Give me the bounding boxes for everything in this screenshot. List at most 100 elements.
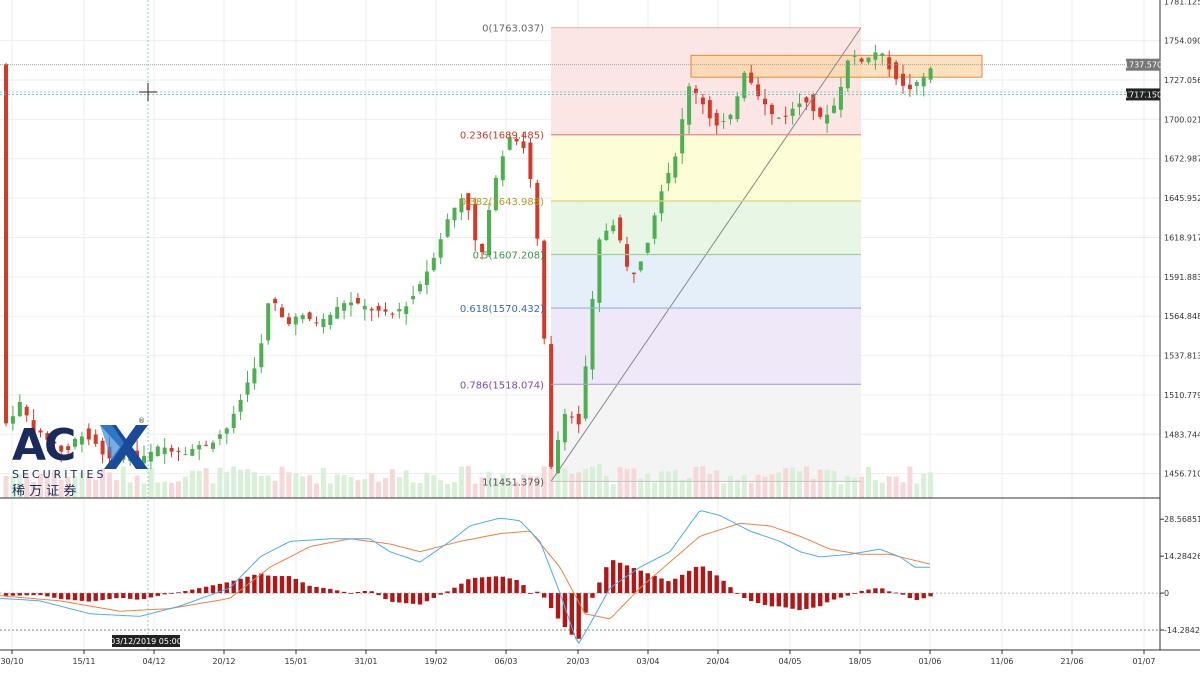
- macd-histogram-bar: [479, 577, 485, 594]
- volume-bar: [486, 471, 492, 498]
- svg-text:®: ®: [138, 417, 145, 425]
- macd-histogram-bar: [72, 593, 78, 601]
- macd-histogram-bar: [900, 593, 906, 595]
- macd-histogram-bar: [59, 593, 64, 599]
- macd-histogram-bar: [259, 573, 264, 594]
- candle-body: [238, 399, 243, 412]
- candle-body: [390, 313, 395, 315]
- candle-body: [914, 82, 919, 86]
- macd-tick-label: 0: [1164, 589, 1169, 598]
- volume-bar: [900, 482, 906, 498]
- time-tick-label: 31/01: [354, 657, 377, 666]
- volume-bar: [465, 466, 471, 498]
- macd-axis[interactable]: 28.56851 14.28426 0 -14.28426: [1160, 515, 1200, 635]
- macd-histogram-bar: [776, 593, 781, 607]
- macd-histogram-bar: [438, 593, 443, 595]
- macd-histogram-bar: [24, 593, 29, 596]
- macd-line: [0, 510, 930, 645]
- volume-bar: [783, 468, 789, 498]
- macd-histogram-bar: [397, 593, 402, 603]
- macd-histogram-bar: [65, 593, 71, 600]
- volume-bar: [314, 483, 319, 498]
- time-axis[interactable]: 30/10 15/11 04/12 20/12 15/01 31/01 19/02 06/03…: [0, 650, 1156, 666]
- price-axis[interactable]: 1754.090 1727.056 1700.021 1672.987 1645.952…: [1164, 0, 1200, 479]
- resistance-zone[interactable]: [690, 54, 983, 78]
- macd-histogram-bar: [86, 593, 91, 602]
- candle-body: [749, 72, 754, 83]
- macd-histogram-bar: [493, 576, 499, 594]
- candle-body: [866, 57, 871, 63]
- candle-body: [728, 114, 733, 120]
- candle-body: [811, 93, 816, 112]
- volume-bar: [107, 472, 112, 498]
- volume-bar: [907, 466, 913, 498]
- candle-body: [818, 107, 823, 117]
- volume-bar: [769, 474, 775, 498]
- price-tick-label: 1700.021: [1164, 115, 1200, 124]
- candle-body: [694, 88, 698, 94]
- volume-bar: [645, 473, 651, 498]
- volume-bar: [734, 479, 740, 498]
- macd-histogram-bar: [335, 590, 340, 594]
- volume-bar: [797, 471, 802, 498]
- macd-histogram-bar: [666, 581, 671, 594]
- volume-bar: [534, 476, 540, 498]
- svg-text:03/12/2019 05:00: 03/12/2019 05:00: [110, 637, 182, 646]
- macd-histogram-bar: [790, 593, 795, 609]
- macd-histogram-bar: [576, 593, 581, 639]
- candle-body: [31, 420, 36, 433]
- volume-bar: [307, 475, 313, 498]
- macd-histogram-bar: [17, 593, 22, 596]
- time-tick-label: 21/06: [1060, 657, 1083, 666]
- candle-body: [894, 62, 899, 80]
- macd-histogram-bar: [749, 593, 754, 602]
- candle-body: [769, 104, 774, 115]
- volume-bar: [852, 477, 858, 498]
- macd-histogram-bar: [107, 593, 112, 600]
- volume-bar: [176, 481, 181, 498]
- macd-histogram-bar: [928, 593, 933, 597]
- macd-histogram-bar: [424, 593, 430, 602]
- candle-body: [169, 447, 174, 452]
- svg-text:1737.570: 1737.570: [1124, 61, 1162, 70]
- volume-bar: [58, 479, 64, 498]
- volume-bar: [762, 476, 768, 498]
- price-tick-label: 1754.090: [1164, 37, 1200, 46]
- macd-histogram-bar: [673, 578, 678, 594]
- macd-histogram-bar: [252, 574, 257, 594]
- candle-body: [176, 450, 181, 452]
- candle-body: [397, 309, 402, 312]
- candle-body: [631, 272, 636, 275]
- volume-bar: [817, 469, 823, 498]
- macd-histogram-bar: [562, 593, 568, 628]
- price-tick-label: 1483.744: [1164, 430, 1200, 439]
- candle-body: [735, 96, 740, 120]
- volume-bar: [403, 470, 409, 498]
- volume-bar: [631, 468, 637, 498]
- candle-body: [245, 382, 250, 395]
- macd-histogram-bar: [217, 583, 223, 594]
- macd-histogram-bar: [762, 593, 768, 605]
- macd-histogram-bar: [390, 593, 395, 602]
- time-tick-label: 20/04: [706, 657, 729, 666]
- volume-bar: [258, 476, 264, 498]
- volume-bar: [348, 477, 354, 498]
- candle-body: [197, 445, 202, 450]
- volume-bar: [872, 480, 878, 498]
- macd-histogram-bar: [466, 579, 471, 594]
- volume-bar: [831, 470, 837, 498]
- candle-body: [286, 317, 291, 325]
- candle-body: [79, 436, 84, 445]
- candle-body: [569, 416, 574, 418]
- candle-body: [611, 225, 616, 232]
- macd-histogram-bar: [645, 573, 650, 594]
- candle-body: [349, 302, 353, 306]
- macd-histogram-bar: [79, 593, 85, 601]
- macd-histogram-bar: [445, 591, 450, 594]
- candle-body: [307, 312, 312, 320]
- macd-histogram-bar: [631, 568, 637, 594]
- candle-body: [832, 105, 836, 113]
- candle-body: [45, 433, 50, 440]
- macd-histogram-bar: [638, 570, 643, 594]
